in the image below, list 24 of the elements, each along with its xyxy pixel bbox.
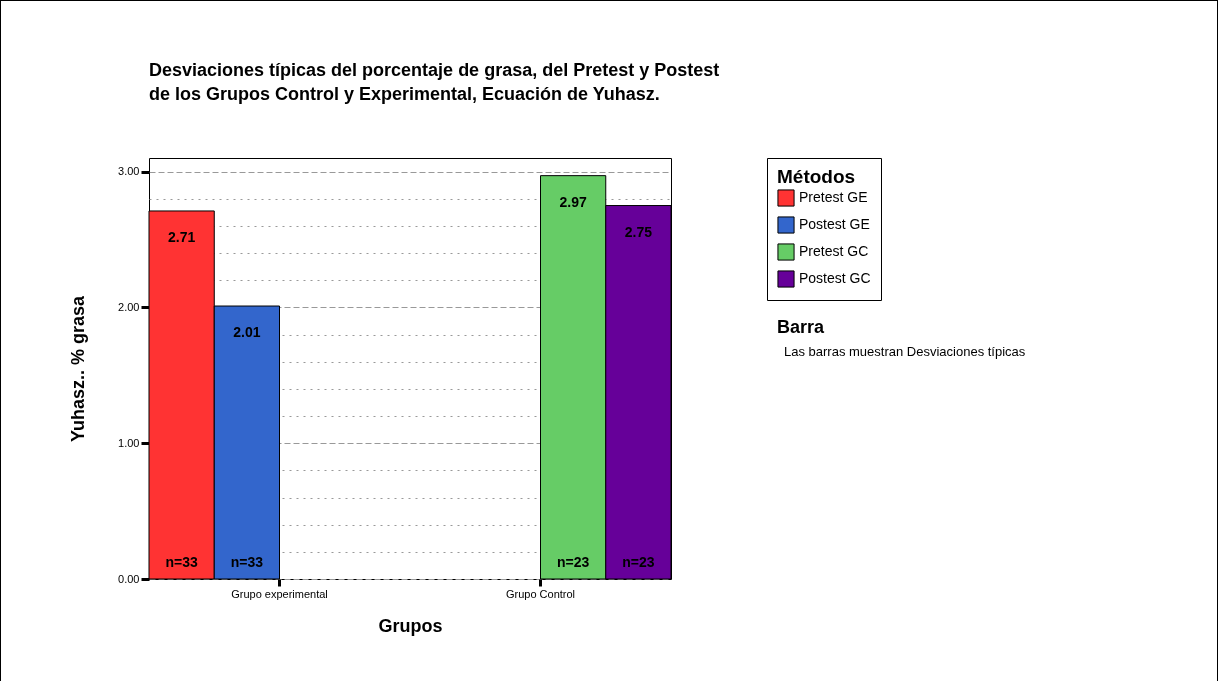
data-label: 2.71 <box>168 228 196 245</box>
legend-label: Pretest GE <box>799 189 868 205</box>
y-tick-label: 3.00 <box>118 165 140 178</box>
legend-label: Pretest GC <box>799 243 869 259</box>
chart-title: Desviaciones típicas del porcentaje de grasa, del Pretest y Postest de los Grupos Control y Experimental, Ecuación de Yuhasz. <box>149 59 720 104</box>
annotation: n=23 <box>556 554 590 570</box>
x-tick-label: Grupo experimental <box>231 587 328 600</box>
legend-label: Postest GE <box>799 216 870 232</box>
x-tick-label: Grupo Control <box>505 587 576 600</box>
annotation: n=33 <box>230 554 264 570</box>
annotation: n=23 <box>622 554 655 570</box>
text: Barra <box>777 317 825 338</box>
legend-title: Métodos <box>777 166 856 187</box>
y-tick-label: 0.00 <box>118 572 140 585</box>
x-axis-title: Grupos <box>378 615 443 636</box>
legend-label: Postest GC <box>799 270 871 286</box>
data-label: 2.75 <box>624 223 653 240</box>
data-label: 2.01 <box>233 324 261 341</box>
annotation: n=33 <box>165 554 198 570</box>
data-label: 2.97 <box>559 193 587 210</box>
text: Las barras muestran Desviaciones típicas <box>784 344 1026 359</box>
y-tick-label: 1.00 <box>118 436 140 449</box>
y-axis-title: Yuhasz.. % grasa <box>68 294 89 443</box>
y-tick-label: 2.00 <box>118 300 140 313</box>
